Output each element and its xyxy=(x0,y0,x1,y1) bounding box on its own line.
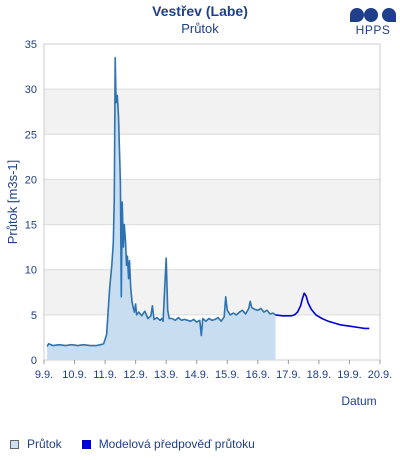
chart-subtitle: Průtok xyxy=(181,21,219,36)
hpps-logo: HPPS xyxy=(346,5,400,41)
legend-swatch-forecast xyxy=(81,439,91,449)
x-axis-label: Datum xyxy=(341,394,376,408)
x-tick-label: 14.9. xyxy=(184,369,208,381)
plot-bands xyxy=(44,89,380,315)
x-tick-label: 11.9. xyxy=(93,369,117,381)
x-tick-label: 19.9. xyxy=(337,369,361,381)
x-tick-label: 18.9. xyxy=(307,369,331,381)
forecast-line xyxy=(275,292,370,330)
legend-item-observed[interactable]: Průtok xyxy=(10,437,62,451)
plot-band xyxy=(44,179,380,225)
chart-title: Vestřev (Labe) xyxy=(152,3,248,19)
logo-text: HPPS xyxy=(355,23,391,37)
series-layer xyxy=(46,56,370,360)
x-tick-label: 12.9. xyxy=(123,369,147,381)
legend-label-forecast: Modelová předpověď průtoku xyxy=(98,437,255,451)
x-tick-label: 13.9. xyxy=(154,369,178,381)
x-tick-label: 20.9. xyxy=(368,369,392,381)
y-tick-label: 20 xyxy=(25,174,37,186)
observed-line xyxy=(46,56,276,347)
y-tick-label: 0 xyxy=(31,355,37,367)
y-tick-label: 30 xyxy=(25,84,37,96)
observed-area xyxy=(47,57,276,360)
x-tick-label: 10.9. xyxy=(62,369,86,381)
axes-layer: 0 5 10 15 20 25 30 35 9.9. 10.9. 11.9. 12.9. 13.9. 14… xyxy=(25,39,392,381)
y-axis-label: Průtok [m3s-1] xyxy=(5,160,20,245)
hpps-logo-icon xyxy=(350,8,396,22)
y-tick-label: 25 xyxy=(25,129,37,141)
plot-band xyxy=(44,89,380,135)
y-tick-label: 10 xyxy=(25,265,37,277)
y-tick-label: 15 xyxy=(25,220,37,232)
flow-chart: 0 5 10 15 20 25 30 35 9.9. 10.9. 11.9. 12.9. 13.9. 14… xyxy=(5,39,392,408)
legend-label-observed: Průtok xyxy=(27,437,62,451)
legend-item-forecast[interactable]: Modelová předpověď průtoku xyxy=(81,437,255,451)
x-tick-label: 15.9. xyxy=(215,369,239,381)
plot-band xyxy=(44,269,380,315)
y-tick-label: 35 xyxy=(25,39,37,51)
y-tick-label: 5 xyxy=(31,310,37,322)
x-tick-label: 16.9. xyxy=(246,369,270,381)
x-tick-label: 9.9. xyxy=(35,369,53,381)
x-tick-label: 17.9. xyxy=(276,369,300,381)
legend: Průtok Modelová předpověď průtoku xyxy=(10,436,275,452)
legend-swatch-observed xyxy=(10,439,19,449)
